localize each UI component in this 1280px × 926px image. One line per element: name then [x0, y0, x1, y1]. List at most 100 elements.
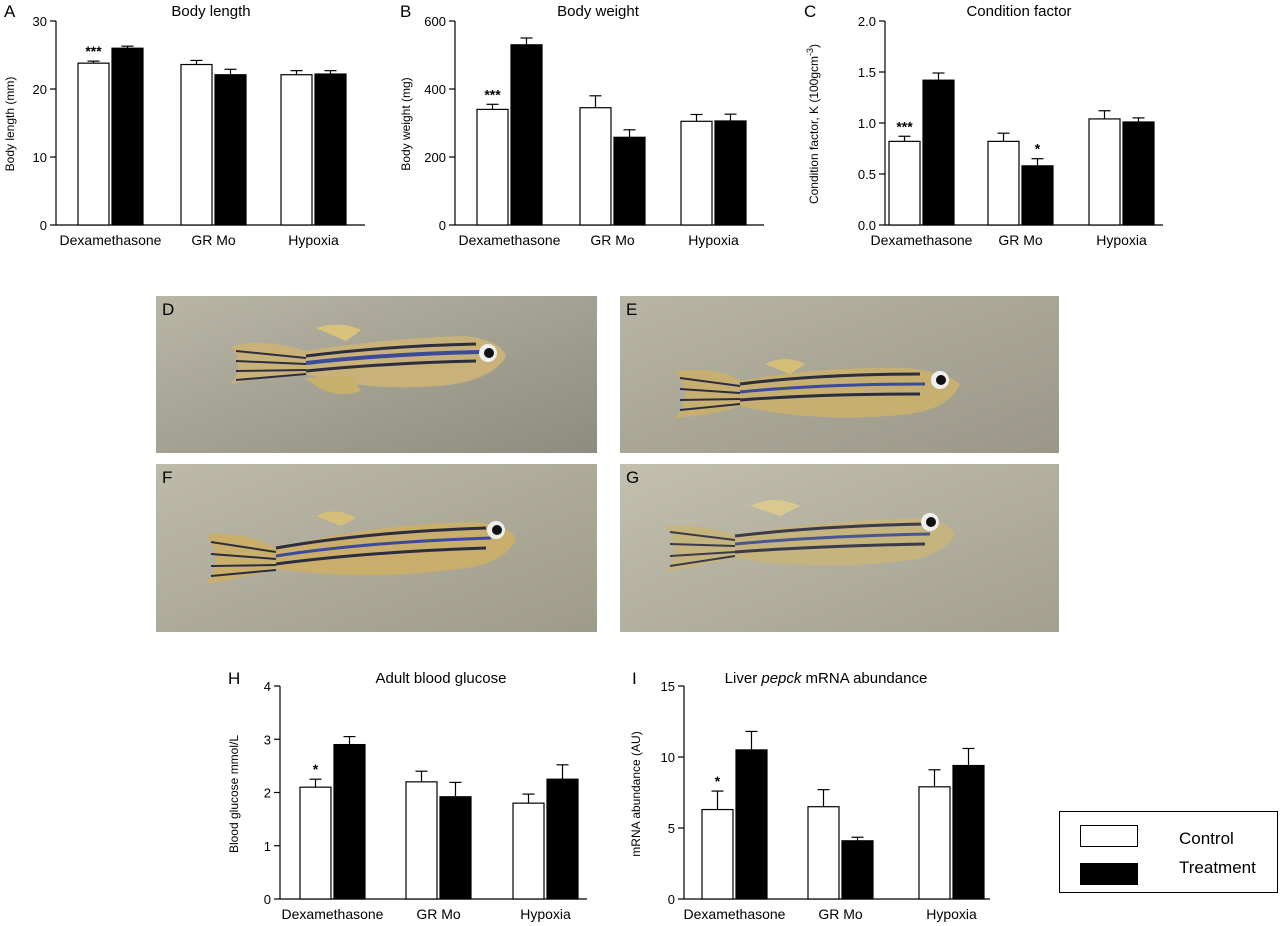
- bar-control: [987, 140, 1020, 226]
- bar-treatment: [214, 74, 247, 226]
- bar-control: [512, 802, 545, 900]
- category-label: Hypoxia: [926, 906, 977, 922]
- significance-marker: ***: [484, 86, 501, 102]
- significance-marker: ***: [896, 118, 913, 134]
- photo-letter-g: G: [626, 468, 640, 487]
- y-tick-label: 600: [424, 14, 446, 29]
- chart-title: Condition factor: [966, 3, 1071, 20]
- panel-letter: I: [632, 669, 637, 688]
- legend: Control Treatment: [1059, 811, 1278, 893]
- bar-treatment: [841, 840, 874, 900]
- category-label: GR Mo: [191, 232, 236, 248]
- bar-treatment: [546, 778, 579, 900]
- photo-letter-e: E: [626, 300, 638, 319]
- chart-adult-blood-glucose: H Adult blood glucose Blood glucose mmol/L…: [227, 669, 587, 922]
- chart-title: Liver pepck mRNA abundance: [725, 670, 928, 687]
- photo-letter-f: F: [162, 468, 173, 487]
- title-suffix: mRNA abundance: [801, 670, 927, 687]
- panel-letter: A: [4, 2, 16, 21]
- chart-body-length: A Body length Body length (mm) 0 10 20 30 *** De…: [3, 2, 365, 248]
- y-tick-label: 20: [33, 82, 47, 97]
- y-tick-label: 10: [33, 150, 47, 165]
- y-tick-label: 30: [33, 14, 47, 29]
- bar-control: [476, 108, 509, 226]
- panel-letter: B: [400, 2, 411, 21]
- y-label-sup: -3: [805, 48, 815, 56]
- fish-photo-e: [620, 296, 1059, 453]
- category-label: Dexamethasone: [282, 906, 384, 922]
- y-axis-label: Condition factor, K (100gcm-3): [805, 44, 821, 204]
- y-tick-label: 4: [264, 679, 271, 694]
- y-tick-label: 0: [264, 892, 271, 907]
- y-axis-label: mRNA abundance (AU): [629, 731, 643, 856]
- fish-photo-f: [156, 464, 597, 632]
- y-axis-label: Body length (mm): [3, 77, 17, 172]
- chart-title: Adult blood glucose: [376, 670, 507, 687]
- category-label: Hypoxia: [688, 232, 739, 248]
- significance-marker: *: [313, 761, 319, 777]
- photo-panel-e: E: [620, 296, 1059, 453]
- bar-treatment: [952, 764, 985, 900]
- y-axis-label: Body weight (mg): [399, 77, 413, 170]
- y-tick-label: 0.5: [858, 167, 876, 182]
- chart-title: Body weight: [557, 3, 640, 20]
- bar-control: [1088, 118, 1121, 226]
- y-label-close: ): [807, 44, 821, 48]
- significance-marker: *: [1035, 141, 1041, 157]
- bar-control: [888, 140, 921, 226]
- bar-treatment: [314, 73, 347, 226]
- photo-panel-f: F: [156, 464, 597, 632]
- title-prefix: Liver: [725, 670, 762, 687]
- y-tick-label: 200: [424, 150, 446, 165]
- y-tick-label: 5: [668, 821, 675, 836]
- bar-treatment: [922, 79, 955, 226]
- bar-treatment: [735, 749, 768, 900]
- y-tick-label: 1: [264, 839, 271, 854]
- chart-condition-factor: C Condition factor Condition factor, K (10…: [804, 2, 1163, 248]
- y-tick-label: 400: [424, 82, 446, 97]
- category-label: GR Mo: [416, 906, 461, 922]
- y-tick-label: 2: [264, 786, 271, 801]
- y-tick-label: 2.0: [858, 14, 876, 29]
- bar-treatment: [439, 796, 472, 900]
- bar-control: [701, 808, 734, 900]
- bar-control: [807, 806, 840, 900]
- category-label: Hypoxia: [520, 906, 571, 922]
- bar-treatment: [510, 44, 543, 226]
- fish-photo-d: [156, 296, 597, 453]
- category-label: Dexamethasone: [684, 906, 786, 922]
- photo-panel-d: D: [156, 296, 597, 453]
- photo-panel-g: G: [620, 464, 1059, 632]
- title-italic: pepck: [760, 670, 803, 687]
- bar-control: [405, 781, 438, 900]
- category-label: Dexamethasone: [60, 232, 162, 248]
- legend-label-control: Control: [1179, 829, 1234, 848]
- bar-control: [918, 786, 951, 900]
- y-tick-label: 3: [264, 732, 271, 747]
- bar-treatment: [1122, 121, 1155, 226]
- bar-treatment: [714, 120, 747, 226]
- y-tick-label: 0: [668, 892, 675, 907]
- chart-title: Body length: [171, 3, 250, 20]
- y-tick-label: 15: [661, 679, 675, 694]
- photo-letter-d: D: [162, 300, 175, 319]
- category-label: Hypoxia: [288, 232, 339, 248]
- bar-control: [280, 74, 313, 226]
- category-label: Dexamethasone: [871, 232, 973, 248]
- y-tick-label: 1.0: [858, 116, 876, 131]
- bar-treatment: [111, 47, 144, 226]
- legend-swatch-treatment: [1080, 863, 1138, 885]
- y-tick-label: 0.0: [858, 218, 876, 233]
- bar-control: [299, 786, 332, 900]
- significance-marker: ***: [85, 43, 102, 59]
- category-label: Dexamethasone: [459, 232, 561, 248]
- category-label: GR Mo: [998, 232, 1043, 248]
- fish-photo-g: [620, 464, 1059, 632]
- bar-control: [579, 107, 612, 226]
- y-tick-label: 10: [661, 750, 675, 765]
- chart-body-weight: B Body weight Body weight (mg) 0 200 400 600 **…: [399, 2, 764, 248]
- panel-letter: C: [804, 2, 816, 21]
- bar-control: [680, 120, 713, 226]
- y-tick-label: 0: [439, 218, 446, 233]
